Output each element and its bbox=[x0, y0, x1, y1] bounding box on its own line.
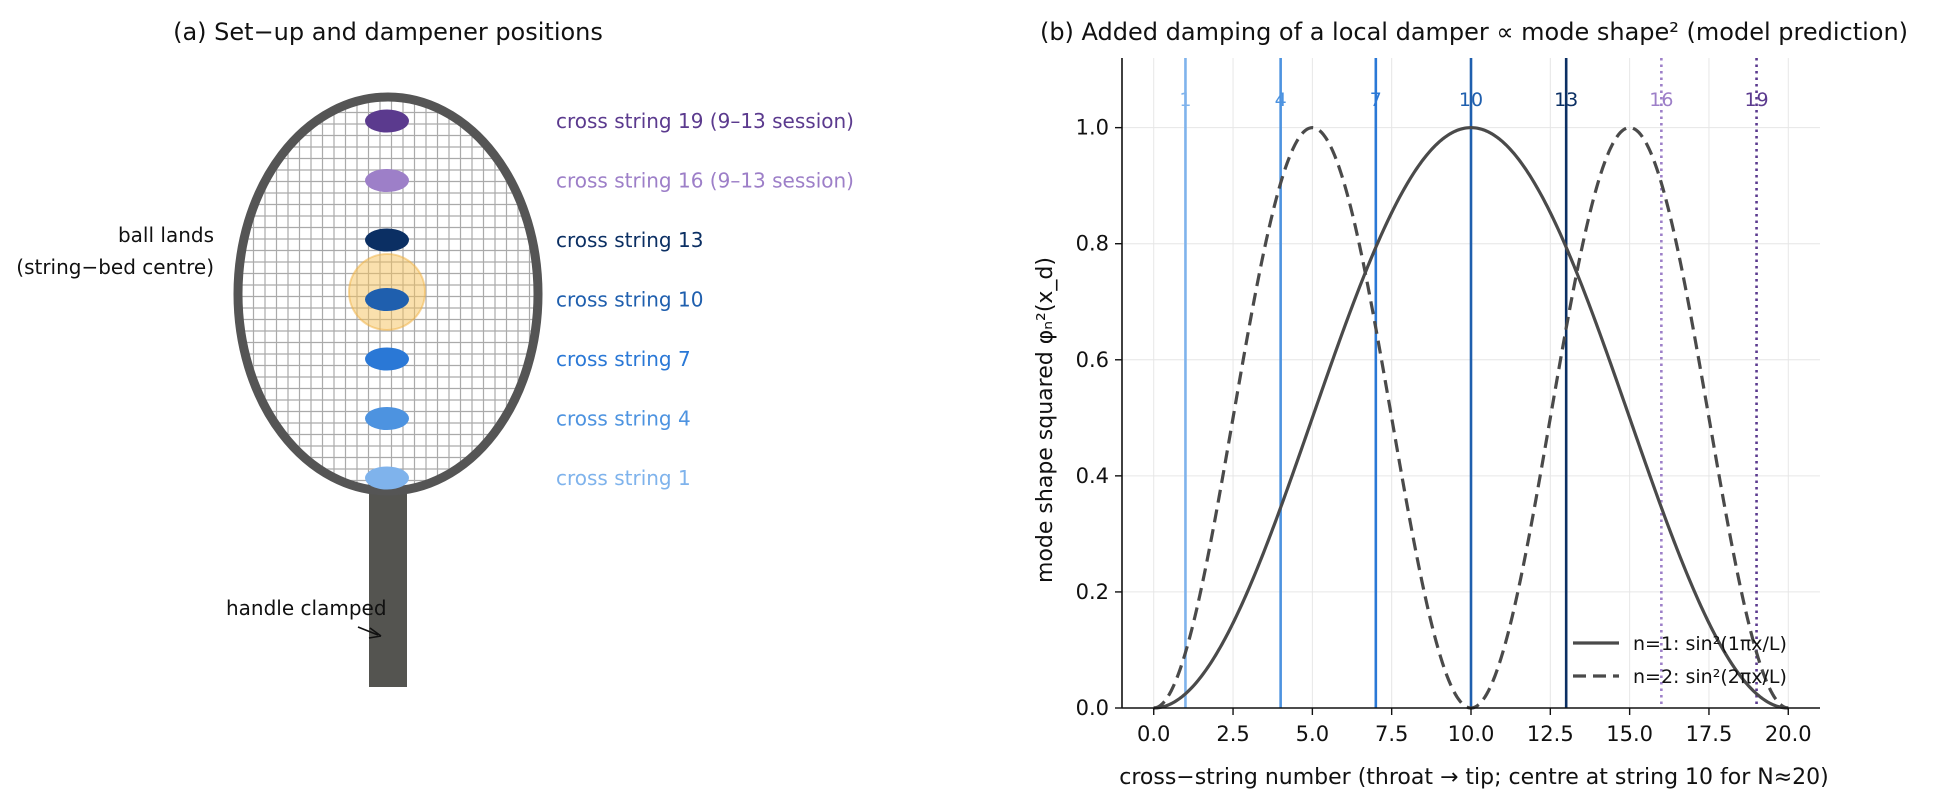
dampener-string-7 bbox=[365, 347, 409, 371]
dampener-label-string-16: cross string 16 (9–13 session) bbox=[556, 169, 854, 193]
x-tick-label: 7.5 bbox=[1375, 722, 1408, 746]
y-tick-label: 0.2 bbox=[1076, 580, 1109, 604]
legend-label-mode-2: n=2: sin²(2πx/L) bbox=[1633, 666, 1787, 688]
dampener-string-13 bbox=[365, 228, 409, 252]
racket-handle bbox=[369, 480, 407, 687]
handle-label: handle clamped bbox=[226, 596, 387, 620]
dampener-label-string-13: cross string 13 bbox=[556, 228, 703, 252]
dampener-label-string-7: cross string 7 bbox=[556, 347, 691, 371]
panel-a: (a) Set−up and dampener positions cross … bbox=[16, 18, 854, 687]
x-tick-label: 2.5 bbox=[1216, 722, 1249, 746]
dampener-string-19 bbox=[365, 109, 409, 133]
x-tick-label: 17.5 bbox=[1686, 722, 1733, 746]
dampener-markers: cross string 19 (9–13 session) cross stri… bbox=[365, 109, 854, 490]
panel-a-title: (a) Set−up and dampener positions bbox=[173, 18, 603, 46]
y-tick-label: 0.8 bbox=[1076, 232, 1109, 256]
racket-frame bbox=[233, 92, 543, 496]
dampener-label-string-4: cross string 4 bbox=[556, 407, 691, 431]
y-tick-label: 0.6 bbox=[1076, 348, 1109, 372]
panel-b: (b) Added damping of a local damper ∝ mo… bbox=[1033, 18, 1908, 790]
legend-label-mode-1: n=1: sin²(1πx/L) bbox=[1633, 633, 1787, 655]
y-tick-label: 0.0 bbox=[1076, 696, 1109, 720]
series-line-mode-1 bbox=[1153, 126, 1789, 710]
dampener-label-string-10: cross string 10 bbox=[556, 288, 703, 312]
dampener-string-10 bbox=[365, 288, 409, 311]
chart-ticks: 0.0 2.5 5.0 7.5 10.0 12.5 15.0 17.5 20.0 0.0 0.2 0.… bbox=[1076, 116, 1812, 746]
damper-line-label-16: 16 bbox=[1649, 89, 1673, 111]
damper-line-label-19: 19 bbox=[1744, 89, 1768, 111]
chart-legend: n=1: sin²(1πx/L) n=2: sin²(2πx/L) bbox=[1573, 633, 1787, 688]
x-axis-label: cross−string number (throat → tip; centr… bbox=[1119, 765, 1829, 790]
x-tick-label: 20.0 bbox=[1765, 722, 1812, 746]
x-tick-label: 15.0 bbox=[1606, 722, 1653, 746]
damper-line-label-1: 1 bbox=[1179, 89, 1191, 111]
chart-title: (b) Added damping of a local damper ∝ mo… bbox=[1040, 18, 1908, 46]
x-tick-label: 0.0 bbox=[1137, 722, 1170, 746]
dampener-label-string-19: cross string 19 (9–13 session) bbox=[556, 109, 854, 133]
handle-arrow bbox=[357, 626, 382, 639]
damper-line-label-7: 7 bbox=[1370, 89, 1382, 111]
x-tick-label: 12.5 bbox=[1527, 722, 1574, 746]
dampener-string-1 bbox=[365, 466, 409, 490]
ball-label-line2: (string−bed centre) bbox=[16, 255, 214, 279]
y-axis-label: mode shape squared φₙ²(x_d) bbox=[1033, 257, 1058, 583]
ball-label-line1: ball lands bbox=[118, 223, 214, 247]
dampener-label-string-1: cross string 1 bbox=[556, 466, 691, 490]
x-tick-label: 10.0 bbox=[1448, 722, 1495, 746]
y-tick-label: 1.0 bbox=[1076, 116, 1109, 140]
y-tick-label: 0.4 bbox=[1076, 464, 1109, 488]
x-tick-label: 5.0 bbox=[1296, 722, 1329, 746]
damper-line-label-13: 13 bbox=[1554, 89, 1578, 111]
damper-line-label-10: 10 bbox=[1459, 89, 1483, 111]
dampener-string-4 bbox=[365, 407, 409, 430]
dampener-string-16 bbox=[365, 169, 409, 192]
damper-line-label-4: 4 bbox=[1275, 89, 1287, 111]
damper-position-lines: 1 4 7 10 13 16 19 bbox=[1179, 58, 1769, 708]
